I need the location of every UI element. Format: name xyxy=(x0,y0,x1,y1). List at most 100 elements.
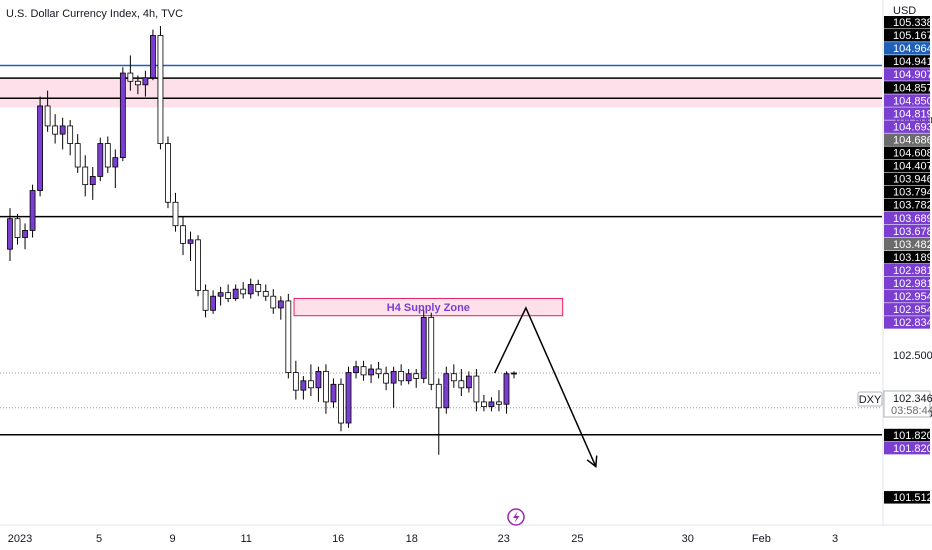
zone-0 xyxy=(0,78,882,108)
axis-badge-bg xyxy=(884,133,930,146)
axis-badge-value: 105.167 xyxy=(893,30,932,42)
symbol-tag: DXY xyxy=(859,394,882,406)
horizontal-lines-layer xyxy=(0,64,882,436)
axis-badge: 101.512 xyxy=(884,491,932,504)
candle xyxy=(345,366,352,428)
axis-badge-bg xyxy=(884,198,930,212)
axis-badge: 102.981 xyxy=(884,263,932,277)
candle-body xyxy=(428,316,435,385)
candle xyxy=(481,394,487,412)
axis-badges-layer: 105.338105.167104.964104.941104.907104.8… xyxy=(884,16,932,504)
candle xyxy=(428,312,435,391)
candle xyxy=(292,360,299,400)
candle-body xyxy=(240,288,247,295)
axis-badge-bg xyxy=(884,491,930,504)
axis-badge: 101.820 xyxy=(884,441,932,455)
candle xyxy=(368,364,374,384)
candle-body xyxy=(22,230,28,238)
candle-body xyxy=(74,143,81,168)
candle xyxy=(127,55,134,91)
candle-body xyxy=(458,380,465,389)
last-price: 102.346 xyxy=(893,393,932,405)
axis-badge-value: 102.954 xyxy=(893,291,932,303)
candle xyxy=(473,369,480,412)
candle-body xyxy=(285,300,292,373)
axis-badge-bg xyxy=(884,55,930,68)
axis-badge-value: 103.482 xyxy=(893,239,932,251)
axis-badge-value: 103.946 xyxy=(893,174,932,186)
axis-badge-bg xyxy=(884,250,930,264)
axis-badge: 103.482 xyxy=(884,237,932,251)
axis-badge-bg xyxy=(884,428,930,442)
candle xyxy=(112,149,119,189)
axis-badge: 104.608 xyxy=(884,146,932,160)
axis-badge-value: 104.407 xyxy=(893,161,932,173)
date-tick: 30 xyxy=(682,533,694,545)
candle xyxy=(503,371,510,414)
axis-badge-value: 103.678 xyxy=(893,226,932,238)
axis-badge-value: 104.686 xyxy=(893,134,932,146)
candle xyxy=(119,67,126,162)
candle-body xyxy=(383,373,390,384)
candle xyxy=(443,366,450,414)
candle xyxy=(225,284,232,303)
currency-label: USD xyxy=(893,5,916,17)
candle xyxy=(67,120,74,156)
candle-body xyxy=(119,72,126,159)
candle-body xyxy=(29,190,36,231)
axis-badge-bg xyxy=(884,237,930,251)
candle xyxy=(22,223,28,250)
axis-badge: 104.941 xyxy=(884,55,932,68)
candle-body xyxy=(338,383,344,424)
candle xyxy=(450,364,457,388)
axis-badge: 103.189 xyxy=(884,250,932,264)
candle-body xyxy=(481,401,487,408)
candle-body xyxy=(488,401,495,408)
axis-badge: 105.167 xyxy=(884,29,932,42)
axis-badge: 103.946 xyxy=(884,172,932,186)
axis-badge-bg xyxy=(884,81,930,94)
axis-badge-bg xyxy=(884,94,930,107)
axis-badge-value: 104.941 xyxy=(893,56,932,68)
candle-body xyxy=(473,375,480,403)
candle xyxy=(262,284,269,301)
candle xyxy=(270,289,277,314)
axis-badge: 102.954 xyxy=(884,303,932,316)
candle xyxy=(142,70,149,97)
axis-badge-value: 104.857 xyxy=(893,82,932,94)
axis-badge: 103.678 xyxy=(884,224,932,238)
candle xyxy=(7,208,13,261)
candle-body xyxy=(165,143,171,203)
date-tick: 16 xyxy=(332,533,344,545)
candle xyxy=(420,310,427,384)
candle-body xyxy=(247,284,254,295)
axis-badge-bg xyxy=(884,146,930,159)
axis-badge-bg xyxy=(884,211,930,225)
candle xyxy=(104,136,111,173)
axis-badge-bg xyxy=(884,441,930,455)
candle xyxy=(180,216,186,256)
axis-badge-bg xyxy=(884,68,930,81)
date-tick: 18 xyxy=(406,533,418,545)
candle xyxy=(375,361,382,379)
axis-badge: 104.964 xyxy=(884,42,932,55)
axis-badge-bg xyxy=(884,42,930,55)
axis-badge: 104.407 xyxy=(884,159,932,173)
candle xyxy=(307,364,314,397)
candle-body xyxy=(134,80,141,86)
axis-badge: 104.693 xyxy=(884,120,932,133)
candle-body xyxy=(44,105,51,127)
symbol-tag-box xyxy=(857,391,883,407)
candle xyxy=(383,366,390,391)
candle xyxy=(82,155,89,197)
date-tick: 3 xyxy=(832,533,838,545)
axis-badge: 104.857 xyxy=(884,81,932,94)
axis-badge-value: 102.954 xyxy=(893,304,932,316)
lightning-icon[interactable] xyxy=(507,508,525,526)
axis-badge-value: 104.819 xyxy=(893,108,932,120)
candle-body xyxy=(104,143,111,168)
axis-badge-value: 104.693 xyxy=(893,121,932,133)
date-tick: 11 xyxy=(240,533,251,545)
axis-badge-value: 101.820 xyxy=(893,443,932,455)
